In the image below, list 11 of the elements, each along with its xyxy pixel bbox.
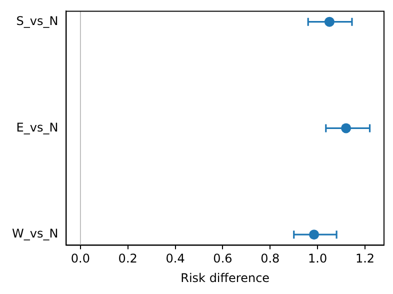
x-tick-label: 0.0 [70,252,90,266]
y-tick-label: W_vs_N [12,226,58,241]
x-axis-title: Risk difference [180,270,270,285]
y-tick-label: S_vs_N [16,14,58,28]
y-tick-label: E_vs_N [16,120,58,134]
x-tick-label: 1.0 [308,252,328,266]
x-tick-label: 0.6 [213,252,232,266]
x-tick-label: 0.4 [166,252,185,266]
x-tick-label: 1.2 [355,252,375,266]
x-tick-label: 0.8 [260,252,280,266]
x-tick-label: 0.2 [118,252,138,266]
